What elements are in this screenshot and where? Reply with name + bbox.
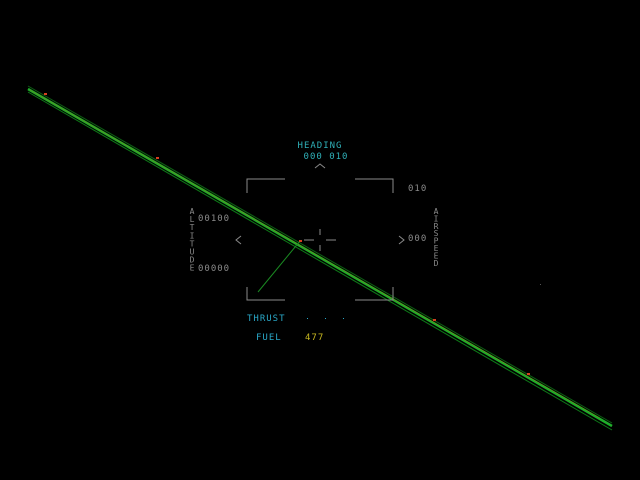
ground-marker: [433, 319, 436, 321]
ground-marker: [527, 373, 530, 375]
thrust-indicator: [307, 318, 344, 319]
frame-corner-bottom-left: [246, 287, 285, 301]
ground-marker: [299, 240, 302, 242]
horizon-highlight-line: [29, 89, 601, 419]
horizon-lines: [27, 85, 613, 431]
altitude-lower-value: 00000: [198, 264, 230, 274]
chevron-right-icon: [398, 235, 405, 245]
frame-corner-top-left: [246, 178, 285, 193]
horizon-lower-line: [27, 91, 613, 431]
fuel-value: 477: [305, 333, 324, 343]
ground-track-line: [257, 240, 301, 293]
airspeed-upper-value: 010: [408, 184, 427, 194]
altitude-upper-value: 00100: [198, 214, 230, 224]
frame-corner-bottom-right: [355, 287, 394, 301]
targeting-frame: [246, 178, 394, 301]
horizon-shadow-line: [27, 85, 613, 424]
ground-markers: [44, 93, 541, 375]
ground-marker: [44, 93, 47, 95]
chevron-left-icon: [235, 235, 242, 245]
heading-label: HEADING: [298, 141, 343, 151]
thrust-label: THRUST: [247, 314, 286, 324]
frame-corner-top-right: [355, 178, 394, 193]
fuel-label: FUEL: [256, 333, 282, 343]
airspeed-lower-value: 000: [408, 234, 427, 244]
heading-value: 000 010: [304, 152, 349, 162]
distant-object: [540, 284, 541, 285]
ground-marker: [156, 157, 159, 159]
crosshair-icon: [304, 229, 336, 251]
chevron-up-icon: [314, 163, 326, 169]
